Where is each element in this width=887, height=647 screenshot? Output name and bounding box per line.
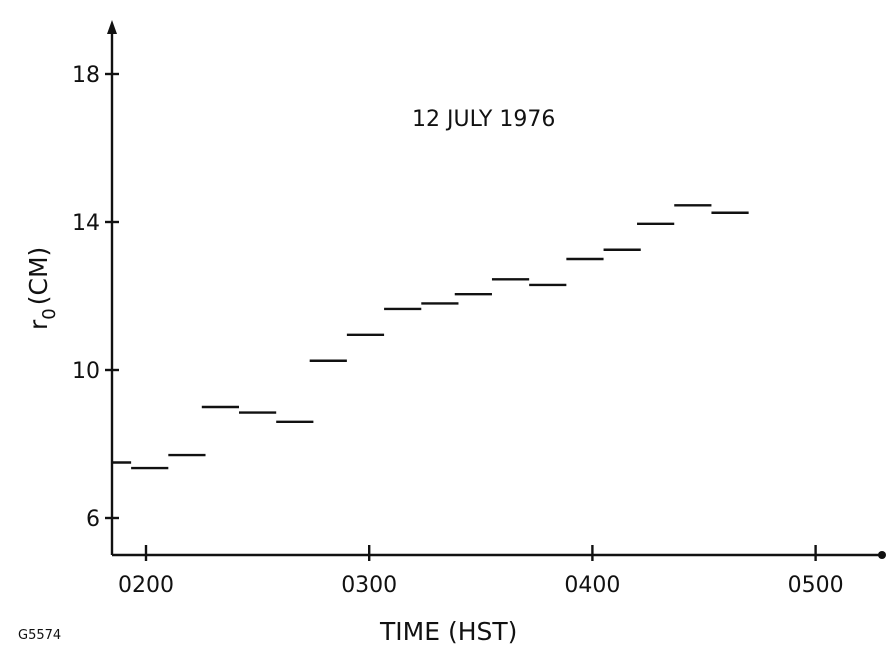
x-axis-title: TIME (HST) [379,617,517,646]
x-tick-label: 0300 [341,573,397,598]
y-tick-label: 10 [72,359,100,384]
ticks: 6 10 14 18 0200 0300 0400 0500 [72,63,844,598]
x-tick-label: 0200 [118,573,174,598]
y-tick-label: 6 [86,507,100,532]
y-tick-label: 14 [72,211,100,236]
x-axis-end-dot [878,551,886,559]
y-axis-title: r0 (CM) [24,247,60,330]
x-tick-label: 0500 [788,573,844,598]
x-tick-label: 0400 [564,573,620,598]
svg-text:r0(CM): r0 (CM) [24,247,60,330]
y-axis-arrow [107,20,117,34]
figure-id: G5574 [18,628,61,643]
y-axis-title-subscript: 0 [39,308,60,319]
axes [107,20,886,559]
y-axis-title-symbol: r [24,319,53,330]
data-segments [112,204,749,470]
date-annotation: 12 JULY 1976 [412,107,555,132]
y-tick-label: 18 [72,63,100,88]
y-axis-title-unit: (CM) [24,247,53,306]
